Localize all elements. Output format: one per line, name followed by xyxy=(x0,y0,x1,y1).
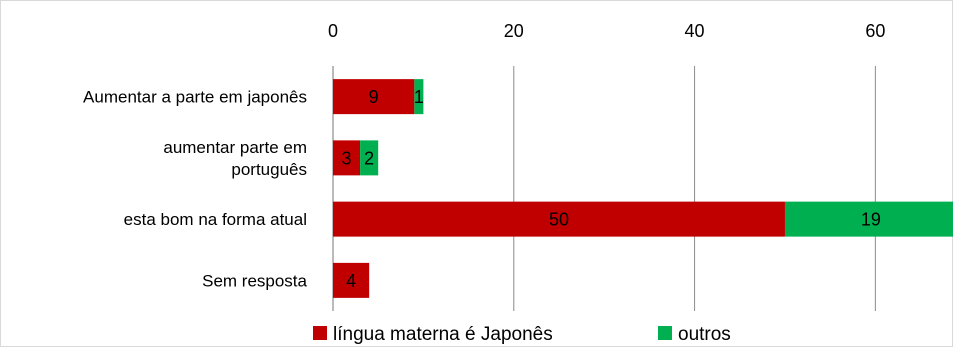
bar-lingua-materna-japones-0 xyxy=(333,79,415,115)
x-tick-label-40: 40 xyxy=(685,21,705,41)
category-label-1: aumentar parte em português xyxy=(163,138,307,179)
legend-label-lingua-materna-japones: língua materna é Japonês xyxy=(333,324,553,345)
data-label-lingua-materna-japones-1: 3 xyxy=(342,148,352,168)
bar-lingua-materna-japones-3 xyxy=(333,262,370,298)
category-label-line: esta bom na forma atual xyxy=(124,210,307,229)
bar-lingua-materna-japones-2 xyxy=(333,201,785,237)
category-label-line: Aumentar a parte em japonês xyxy=(83,88,307,107)
bar-lingua-materna-japones-1 xyxy=(333,140,361,176)
category-label-2: esta bom na forma atual xyxy=(124,210,307,229)
data-label-outros-1: 2 xyxy=(364,148,374,168)
bar-outros-0 xyxy=(414,79,424,115)
x-axis-tick-labels: 0 20 40 60 xyxy=(328,21,885,41)
category-labels: Aumentar a parte em japonês aumentar part… xyxy=(83,88,308,291)
category-label-0: Aumentar a parte em japonês xyxy=(83,88,307,107)
data-label-outros-2: 19 xyxy=(861,210,881,230)
category-label-line: Sem resposta xyxy=(202,271,307,290)
bar-outros-2 xyxy=(784,201,953,237)
legend-swatch-outros xyxy=(658,326,672,340)
category-label-line: português xyxy=(231,160,307,179)
x-tick-label-20: 20 xyxy=(504,21,524,41)
bars: 9 1 3 2 50 19 4 xyxy=(333,79,953,298)
data-label-lingua-materna-japones-0: 9 xyxy=(369,87,379,107)
legend-label-outros: outros xyxy=(678,324,731,345)
data-label-outros-0: 1 xyxy=(414,87,424,107)
legend: língua materna é Japonês outros xyxy=(313,324,731,345)
x-tick-label-0: 0 xyxy=(328,21,338,41)
legend-swatch-lingua-materna-japones xyxy=(313,326,327,340)
category-label-line: aumentar parte em xyxy=(163,138,307,157)
data-label-lingua-materna-japones-2: 50 xyxy=(549,210,569,230)
category-label-3: Sem resposta xyxy=(202,271,307,290)
x-tick-label-60: 60 xyxy=(865,21,885,41)
bar-outros-1 xyxy=(360,140,379,176)
data-label-lingua-materna-japones-3: 4 xyxy=(346,271,356,291)
